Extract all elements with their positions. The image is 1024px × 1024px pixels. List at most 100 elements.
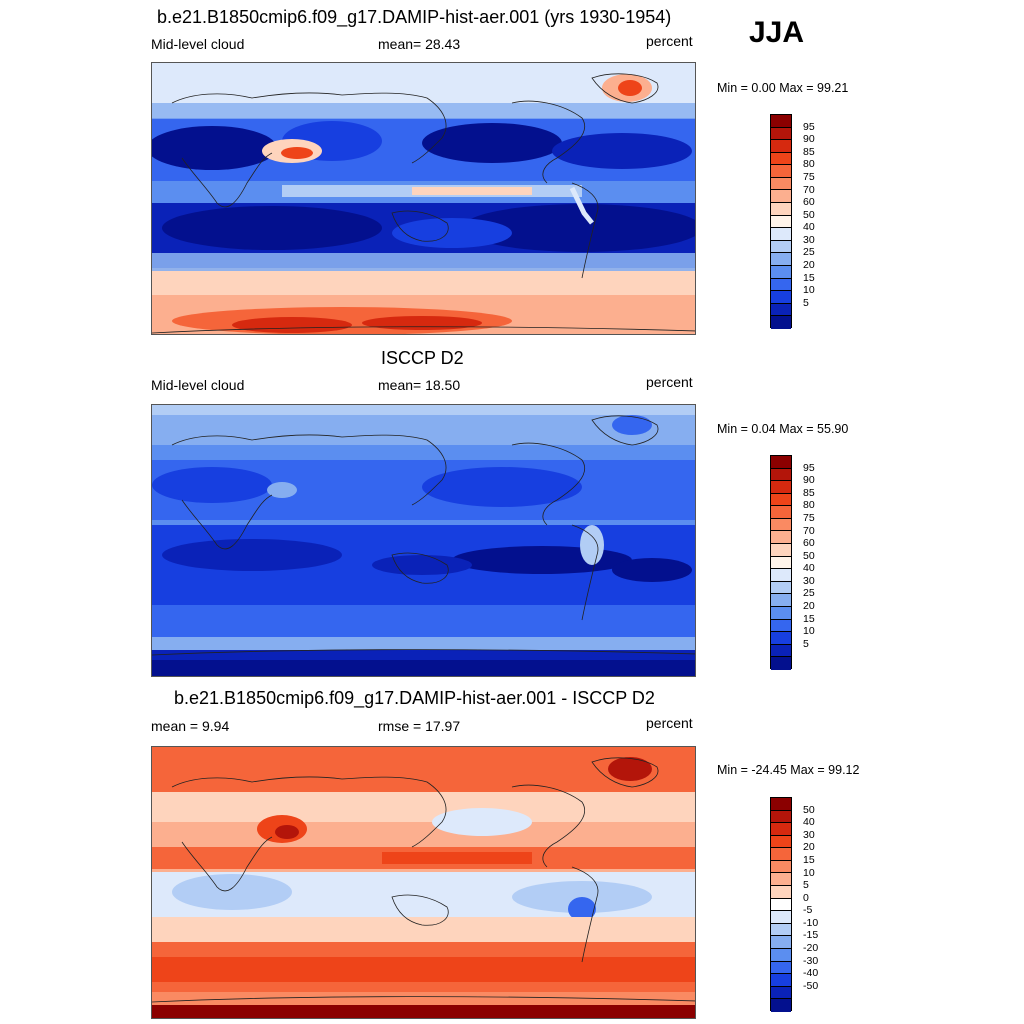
colorbar-swatch	[771, 873, 791, 887]
panel-1-title: b.e21.B1850cmip6.f09_g17.DAMIP-hist-aer.…	[157, 7, 672, 27]
colorbar-tick-label: 80	[803, 158, 815, 171]
panel-2-colorbar	[770, 455, 792, 670]
colorbar-swatch	[771, 316, 791, 329]
colorbar-tick-label: 80	[803, 499, 815, 512]
colorbar-swatch	[771, 569, 791, 582]
colorbar-swatch	[771, 456, 791, 469]
colorbar-tick-label: 0	[803, 891, 809, 904]
colorbar-swatch	[771, 556, 791, 570]
colorbar-swatch	[771, 240, 791, 254]
colorbar-swatch	[771, 810, 791, 824]
colorbar-swatch	[771, 606, 791, 620]
colorbar-tick-label: 25	[803, 246, 815, 259]
colorbar-swatch	[771, 823, 791, 836]
panel-1-minmax: Min = 0.00 Max = 99.21	[717, 81, 849, 95]
colorbar-tick-label: 10	[803, 866, 815, 879]
panel-1-colorbar	[770, 114, 792, 329]
colorbar-tick-label: 20	[803, 600, 815, 613]
colorbar-swatch	[771, 215, 791, 229]
colorbar-tick-label: 75	[803, 170, 815, 183]
panel-1-units-label: percent	[646, 33, 693, 49]
panel-3-title: b.e21.B1850cmip6.f09_g17.DAMIP-hist-aer.…	[174, 688, 655, 708]
colorbar-swatch	[771, 798, 791, 811]
colorbar-tick-label: 40	[803, 562, 815, 575]
colorbar-tick-label: 15	[803, 612, 815, 625]
colorbar-tick-label: -10	[803, 916, 819, 929]
colorbar-tick-label: 20	[803, 841, 815, 854]
panel-3-minmax: Min = -24.45 Max = 99.12	[717, 763, 860, 777]
colorbar-tick-label: 50	[803, 803, 815, 816]
colorbar-tick-label: 30	[803, 574, 815, 587]
colorbar-tick-label: 85	[803, 486, 815, 499]
colorbar-tick-label: 90	[803, 474, 815, 487]
colorbar-swatch	[771, 835, 791, 849]
colorbar-tick-label: 10	[803, 625, 815, 638]
colorbar-swatch	[771, 203, 791, 216]
colorbar-tick-label: 40	[803, 221, 815, 234]
colorbar-swatch	[771, 986, 791, 1000]
colorbar-swatch	[771, 999, 791, 1012]
colorbar-swatch	[771, 594, 791, 607]
panel-3-map	[151, 746, 696, 1019]
colorbar-tick-label: 40	[803, 816, 815, 829]
colorbar-tick-label: 30	[803, 233, 815, 246]
colorbar-swatch	[771, 544, 791, 557]
colorbar-tick-label: -50	[803, 979, 819, 992]
colorbar-tick-label: 50	[803, 208, 815, 221]
colorbar-tick-label: 75	[803, 511, 815, 524]
colorbar-tick-label: 95	[803, 461, 815, 474]
colorbar-tick-label: 85	[803, 145, 815, 158]
colorbar-tick-label: 70	[803, 524, 815, 537]
panel-2-units-label: percent	[646, 374, 693, 390]
colorbar-swatch	[771, 531, 791, 545]
colorbar-tick-label: -20	[803, 942, 819, 955]
colorbar-swatch	[771, 848, 791, 861]
colorbar-swatch	[771, 228, 791, 241]
colorbar-tick-label: 95	[803, 120, 815, 133]
colorbar-tick-label: 50	[803, 549, 815, 562]
panel-2-variable-label: Mid-level cloud	[151, 377, 245, 393]
colorbar-tick-label: -5	[803, 904, 813, 917]
colorbar-swatch	[771, 911, 791, 924]
colorbar-swatch	[771, 115, 791, 128]
colorbar-swatch	[771, 860, 791, 874]
panel-2-title: ISCCP D2	[381, 348, 464, 368]
colorbar-swatch	[771, 898, 791, 912]
colorbar-tick-label: 20	[803, 259, 815, 272]
colorbar-swatch	[771, 177, 791, 191]
colorbar-tick-label: -40	[803, 967, 819, 980]
colorbar-swatch	[771, 657, 791, 670]
colorbar-swatch	[771, 936, 791, 949]
colorbar-swatch	[771, 278, 791, 292]
colorbar-tick-label: 5	[803, 637, 809, 650]
panel-2-mean-label: mean= 18.50	[378, 377, 461, 393]
panel-3-units-label: percent	[646, 715, 693, 731]
colorbar-swatch	[771, 152, 791, 166]
colorbar-swatch	[771, 923, 791, 937]
colorbar-tick-label: 5	[803, 296, 809, 309]
colorbar-swatch	[771, 619, 791, 633]
panel-3-colorbar	[770, 797, 792, 1012]
colorbar-swatch	[771, 518, 791, 532]
colorbar-swatch	[771, 886, 791, 899]
colorbar-swatch	[771, 291, 791, 304]
colorbar-swatch	[771, 468, 791, 482]
colorbar-swatch	[771, 974, 791, 987]
colorbar-swatch	[771, 961, 791, 975]
panel-3-mean-label: mean = 9.94	[151, 718, 230, 734]
colorbar-tick-label: 70	[803, 183, 815, 196]
colorbar-tick-label: -30	[803, 954, 819, 967]
colorbar-tick-label: 5	[803, 879, 809, 892]
colorbar-swatch	[771, 581, 791, 595]
colorbar-tick-label: 90	[803, 133, 815, 146]
colorbar-swatch	[771, 265, 791, 279]
colorbar-swatch	[771, 644, 791, 658]
colorbar-swatch	[771, 165, 791, 178]
colorbar-swatch	[771, 303, 791, 317]
colorbar-swatch	[771, 253, 791, 266]
season-label: JJA	[749, 16, 805, 49]
colorbar-swatch	[771, 493, 791, 507]
panel-2-minmax: Min = 0.04 Max = 55.90	[717, 422, 849, 436]
colorbar-swatch	[771, 481, 791, 494]
colorbar-swatch	[771, 948, 791, 962]
